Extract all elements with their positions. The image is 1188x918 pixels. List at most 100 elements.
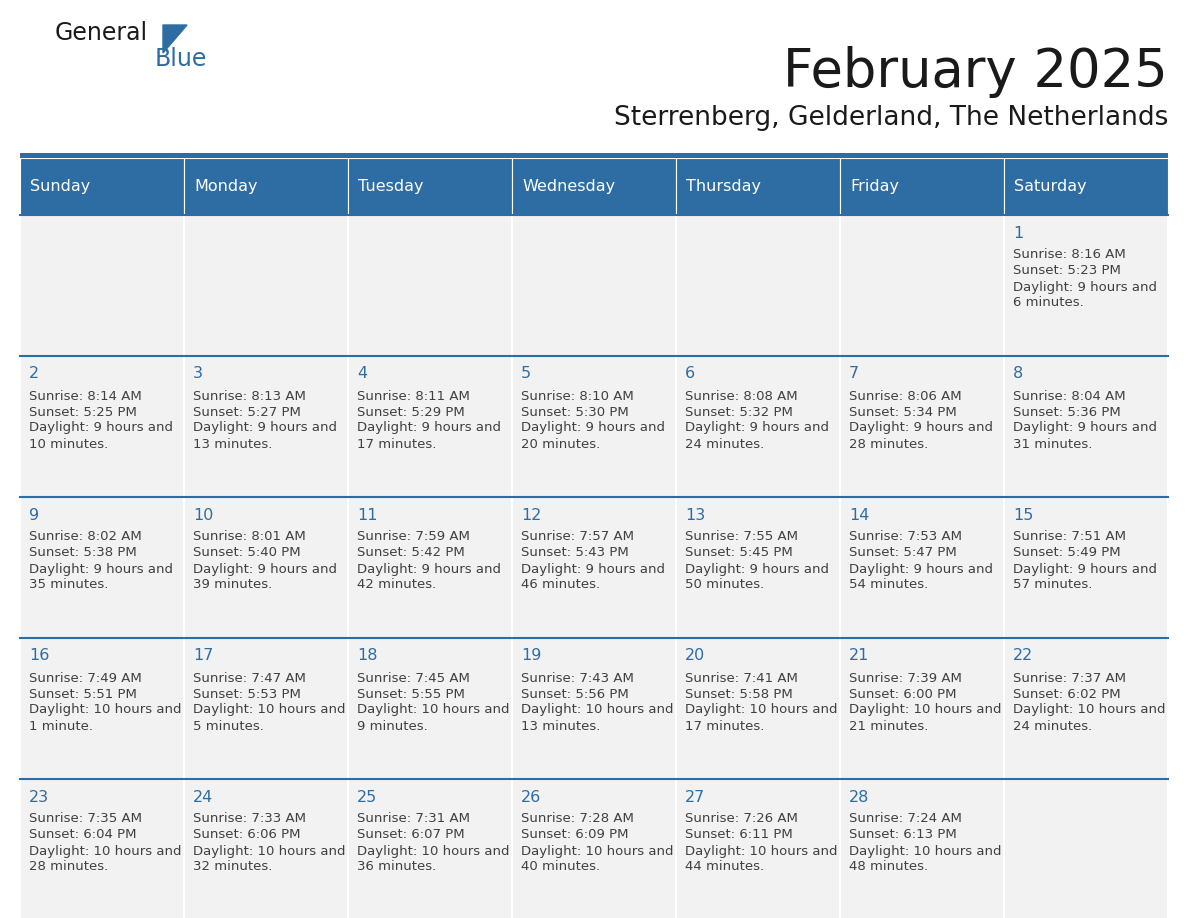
Text: 27: 27 [685, 789, 706, 804]
Text: Sunset: 5:40 PM: Sunset: 5:40 PM [192, 546, 301, 559]
Text: 24 minutes.: 24 minutes. [1013, 720, 1092, 733]
Bar [676, 356, 840, 497]
Text: Friday: Friday [849, 179, 899, 194]
Text: Sunset: 5:25 PM: Sunset: 5:25 PM [29, 406, 137, 419]
Bar [512, 497, 676, 638]
Text: Daylight: 10 hours and: Daylight: 10 hours and [29, 845, 182, 857]
Text: 28 minutes.: 28 minutes. [29, 860, 108, 874]
Text: Daylight: 9 hours and: Daylight: 9 hours and [849, 421, 993, 434]
Text: 6: 6 [685, 366, 695, 382]
Text: Daylight: 10 hours and: Daylight: 10 hours and [685, 703, 838, 717]
Bar [184, 158, 348, 215]
Text: Sunset: 5:58 PM: Sunset: 5:58 PM [685, 688, 792, 700]
Text: Sunset: 5:56 PM: Sunset: 5:56 PM [522, 688, 628, 700]
Text: Sunset: 5:53 PM: Sunset: 5:53 PM [192, 688, 301, 700]
Bar [1004, 638, 1168, 779]
Text: 28 minutes.: 28 minutes. [849, 438, 928, 451]
Text: Sunset: 5:45 PM: Sunset: 5:45 PM [685, 546, 792, 559]
Bar [1004, 215, 1168, 356]
Text: 36 minutes.: 36 minutes. [358, 860, 436, 874]
Text: Sunrise: 7:45 AM: Sunrise: 7:45 AM [358, 671, 470, 685]
Text: 17: 17 [192, 648, 214, 664]
Polygon shape [163, 25, 187, 53]
Text: Sunset: 5:23 PM: Sunset: 5:23 PM [1013, 264, 1120, 277]
Text: 7: 7 [849, 366, 859, 382]
Text: Sunset: 5:51 PM: Sunset: 5:51 PM [29, 688, 137, 700]
Bar [1004, 158, 1168, 215]
Text: 17 minutes.: 17 minutes. [685, 720, 764, 733]
Text: Daylight: 9 hours and: Daylight: 9 hours and [522, 563, 665, 576]
Text: 44 minutes.: 44 minutes. [685, 860, 764, 874]
Text: Sunset: 5:34 PM: Sunset: 5:34 PM [849, 406, 956, 419]
Text: Sunset: 6:13 PM: Sunset: 6:13 PM [849, 829, 956, 842]
Text: Daylight: 10 hours and: Daylight: 10 hours and [522, 703, 674, 717]
Text: Sunrise: 8:06 AM: Sunrise: 8:06 AM [849, 389, 961, 402]
Text: 1 minute.: 1 minute. [29, 720, 93, 733]
Text: 42 minutes.: 42 minutes. [358, 578, 436, 591]
Text: Sunrise: 8:14 AM: Sunrise: 8:14 AM [29, 389, 141, 402]
Bar [512, 638, 676, 779]
Bar [348, 158, 512, 215]
Text: 28: 28 [849, 789, 870, 804]
Text: Sunrise: 7:59 AM: Sunrise: 7:59 AM [358, 531, 470, 543]
Bar [512, 356, 676, 497]
Text: Daylight: 10 hours and: Daylight: 10 hours and [358, 845, 510, 857]
Text: Daylight: 9 hours and: Daylight: 9 hours and [685, 563, 829, 576]
Text: 18: 18 [358, 648, 378, 664]
Text: Sunrise: 7:41 AM: Sunrise: 7:41 AM [685, 671, 798, 685]
Text: Daylight: 9 hours and: Daylight: 9 hours and [192, 421, 337, 434]
Text: Sunrise: 7:37 AM: Sunrise: 7:37 AM [1013, 671, 1126, 685]
Text: Daylight: 10 hours and: Daylight: 10 hours and [849, 845, 1001, 857]
Text: Sunrise: 8:16 AM: Sunrise: 8:16 AM [1013, 249, 1126, 262]
Text: Sunrise: 7:51 AM: Sunrise: 7:51 AM [1013, 531, 1126, 543]
Text: 8: 8 [1013, 366, 1023, 382]
Text: 20: 20 [685, 648, 706, 664]
Text: Sunrise: 7:31 AM: Sunrise: 7:31 AM [358, 812, 470, 825]
Text: 24 minutes.: 24 minutes. [685, 438, 764, 451]
Text: Sunrise: 7:39 AM: Sunrise: 7:39 AM [849, 671, 962, 685]
Text: 46 minutes.: 46 minutes. [522, 578, 600, 591]
Bar [512, 215, 676, 356]
Text: Sunset: 5:42 PM: Sunset: 5:42 PM [358, 546, 465, 559]
Bar [512, 779, 676, 918]
Text: Sunrise: 7:35 AM: Sunrise: 7:35 AM [29, 812, 143, 825]
Text: 5 minutes.: 5 minutes. [192, 720, 264, 733]
Text: Daylight: 10 hours and: Daylight: 10 hours and [685, 845, 838, 857]
Text: 21 minutes.: 21 minutes. [849, 720, 928, 733]
Text: Sunset: 5:38 PM: Sunset: 5:38 PM [29, 546, 137, 559]
Bar [348, 497, 512, 638]
Text: Sunset: 6:07 PM: Sunset: 6:07 PM [358, 829, 465, 842]
Bar [184, 779, 348, 918]
Text: Daylight: 9 hours and: Daylight: 9 hours and [29, 563, 173, 576]
Text: February 2025: February 2025 [783, 46, 1168, 98]
Text: 40 minutes.: 40 minutes. [522, 860, 600, 874]
Bar [840, 215, 1004, 356]
Text: 50 minutes.: 50 minutes. [685, 578, 764, 591]
Text: Saturday: Saturday [1015, 179, 1087, 194]
Text: Daylight: 10 hours and: Daylight: 10 hours and [1013, 703, 1165, 717]
Text: 1: 1 [1013, 226, 1023, 241]
Bar [676, 497, 840, 638]
Text: Sunrise: 8:10 AM: Sunrise: 8:10 AM [522, 389, 633, 402]
Bar [20, 215, 184, 356]
Bar [840, 158, 1004, 215]
Bar [20, 153, 1168, 158]
Bar [348, 638, 512, 779]
Bar [840, 356, 1004, 497]
Text: 13 minutes.: 13 minutes. [192, 438, 272, 451]
Bar [840, 497, 1004, 638]
Text: Sunrise: 8:04 AM: Sunrise: 8:04 AM [1013, 389, 1125, 402]
Text: 2: 2 [29, 366, 39, 382]
Text: Sunrise: 8:01 AM: Sunrise: 8:01 AM [192, 531, 305, 543]
Text: Sunrise: 7:33 AM: Sunrise: 7:33 AM [192, 812, 307, 825]
Text: 13 minutes.: 13 minutes. [522, 720, 600, 733]
Text: Thursday: Thursday [685, 179, 762, 194]
Text: 11: 11 [358, 508, 378, 522]
Text: Daylight: 10 hours and: Daylight: 10 hours and [192, 703, 346, 717]
Text: 5: 5 [522, 366, 531, 382]
Text: 16: 16 [29, 648, 50, 664]
Text: Sunset: 5:32 PM: Sunset: 5:32 PM [685, 406, 792, 419]
Bar [184, 356, 348, 497]
Text: 20 minutes.: 20 minutes. [522, 438, 600, 451]
Text: Sunset: 5:30 PM: Sunset: 5:30 PM [522, 406, 628, 419]
